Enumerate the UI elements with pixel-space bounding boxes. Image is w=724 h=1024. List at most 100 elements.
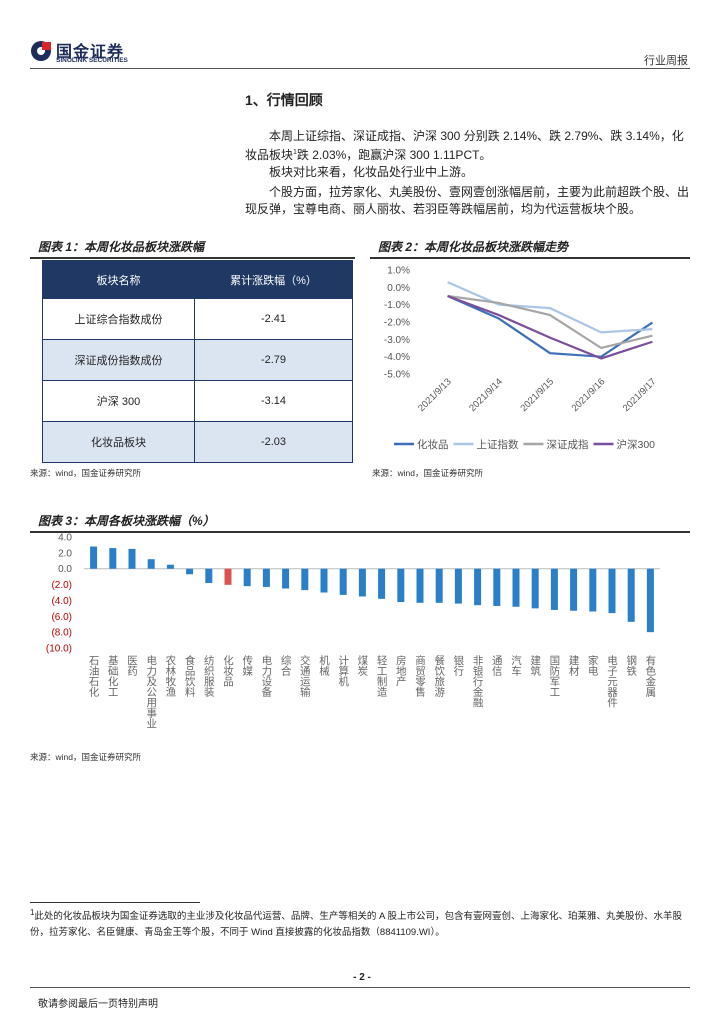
logo-text: 国金证券: [56, 44, 125, 61]
table-cell: -2.79: [194, 339, 353, 381]
y-tick-label: (8.0): [51, 628, 72, 639]
footnote-marker: 1: [30, 908, 35, 917]
bar: [570, 568, 578, 611]
x-tick-label: 纺织服装: [203, 654, 215, 698]
footer-rule: [30, 987, 690, 988]
bar: [531, 568, 539, 609]
table-row: 化妆品板块 -2.03: [42, 421, 353, 463]
paragraph: 板块对比来看，化妆品处行业中上游。: [269, 165, 474, 179]
bar: [435, 568, 443, 603]
bar: [147, 559, 155, 569]
bar: [646, 568, 654, 633]
bar: [550, 568, 558, 610]
footnote: 1此处的化妆品板块为国金证券选取的主业涉及化妆品代运营、品牌、生产等相关的 A …: [30, 905, 690, 941]
x-tick-label: 2021/9/14: [467, 376, 505, 414]
legend-label: 化妆品: [417, 438, 449, 451]
bar: [262, 568, 270, 587]
line-chart: 1.0% 0.0% -1.0% -2.0% -3.0% -4.0% -5.0% 2021/9/…: [384, 266, 659, 452]
x-tick-label: 建筑: [529, 654, 541, 676]
x-tick-label: 石油石化: [88, 655, 100, 698]
x-tick-label: 机械: [318, 654, 330, 677]
bar: [397, 568, 405, 603]
bar: [454, 568, 462, 604]
x-tick-label: 综合: [280, 654, 292, 677]
bar: [186, 568, 194, 575]
x-tick-label: 交通运输: [299, 654, 311, 698]
bar: [320, 568, 328, 593]
x-tick-label: 通信: [491, 655, 503, 677]
bar: [608, 568, 616, 614]
x-tick-label: 食品饮料: [184, 654, 196, 698]
x-tick-label: 钢铁: [625, 654, 637, 677]
bar-chart: 4.0 2.0 0.0 (2.0) (4.0) (6.0) (8.0) (10.0) 石油石化基…: [46, 533, 660, 729]
table-row: 上证综合指数成份 -2.41: [42, 298, 353, 340]
x-tick-label: 非银行金融: [472, 655, 484, 708]
data-table: 板块名称 累计涨跌幅（%） 上证综合指数成份 -2.41 深证成份指数成份 -2.79 沪深…: [42, 260, 353, 463]
x-tick-label: 计算机: [337, 654, 349, 687]
x-tick-label: 煤炭: [356, 654, 368, 677]
y-tick-label: -1.0%: [384, 300, 410, 311]
x-tick-label: 国防军工: [548, 655, 560, 697]
bar: [243, 568, 251, 587]
y-tick-label: 0.0: [58, 564, 72, 575]
page-number: - 2 -: [353, 972, 371, 983]
bar: [512, 568, 520, 607]
bar: [128, 548, 136, 569]
bar: [339, 568, 347, 595]
line-series: [447, 294, 653, 350]
bar: [224, 568, 232, 585]
x-tick-label: 家电: [587, 654, 599, 676]
legend-label: 上证指数: [477, 438, 519, 451]
paragraph: 个股方面，拉芳家化、丸美股份、壹网壹创涨幅居前，主要为此前超跌个股、出现反弹，宝…: [245, 185, 690, 216]
y-tick-label: 1.0%: [387, 266, 410, 277]
header-cell: 累计涨跌幅（%）: [194, 260, 353, 299]
x-tick-label: 农林牧渔: [164, 654, 176, 698]
table-cell: 化妆品板块: [42, 421, 195, 463]
table-row: 沪深 300 -3.14: [42, 380, 353, 422]
legend-label: 沪深300: [617, 438, 656, 451]
x-tick-label: 2021/9/16: [570, 376, 608, 414]
table-cell: -3.14: [194, 380, 353, 422]
text: 跌 2.03%，跑赢沪深 300 1.11PCT。: [296, 147, 492, 162]
bar: [90, 546, 98, 569]
logo-icon: [31, 41, 51, 61]
bar: [282, 568, 290, 589]
paragraph: 本周上证综指、深证成指、沪深 300 分别跌 2.14%、跌 2.79%、跌 3…: [245, 128, 690, 163]
footnote-text: 此处的化妆品板块为国金证券选取的主业涉及化妆品代运营、品牌、生产等相关的 A 股…: [30, 911, 682, 939]
y-tick-label: (4.0): [51, 596, 72, 607]
figure-title: 图表 3：本周各板块涨跌幅（%）: [30, 510, 690, 533]
table-cell: 深证成份指数成份: [42, 339, 195, 381]
section-title: 1、行情回顾: [245, 92, 323, 108]
x-tick-label: 2021/9/13: [416, 376, 454, 414]
y-tick-label: -2.0%: [384, 318, 410, 329]
x-tick-label: 电力设备: [260, 654, 272, 698]
bar: [493, 568, 501, 606]
y-tick-label: -5.0%: [384, 370, 410, 381]
x-tick-label: 商贸零售: [414, 654, 426, 698]
x-tick-label: 2021/9/15: [518, 376, 556, 414]
x-tick-label: 基础化工: [107, 654, 119, 697]
y-tick-label: -3.0%: [384, 335, 410, 346]
y-tick-label: -4.0%: [384, 352, 410, 363]
figure-title: 图表 2：本周化妆品板块涨跌幅走势: [370, 236, 690, 259]
header-rule: [30, 68, 690, 69]
line-series: [447, 281, 653, 334]
footnote-rule: [30, 902, 200, 903]
line-series: [447, 294, 653, 360]
x-tick-label: 轻工制造: [376, 654, 388, 697]
x-tick-label: 电力及公用事业: [145, 654, 157, 728]
source: 来源：wind，国金证券研究所: [30, 752, 141, 762]
table-cell: -2.03: [194, 421, 353, 463]
x-tick-label: 化妆品: [222, 654, 234, 687]
x-tick-label: 汽车: [510, 654, 522, 677]
y-tick-label: 4.0: [58, 533, 72, 544]
y-tick-label: (2.0): [51, 580, 72, 591]
table-cell: 上证综合指数成份: [42, 298, 195, 340]
header-cell: 板块名称: [42, 260, 195, 299]
bar: [474, 568, 482, 606]
bar: [166, 564, 174, 569]
bar: [109, 548, 117, 569]
x-tick-label: 电子元器件: [606, 654, 618, 708]
y-tick-label: 0.0%: [387, 283, 410, 294]
